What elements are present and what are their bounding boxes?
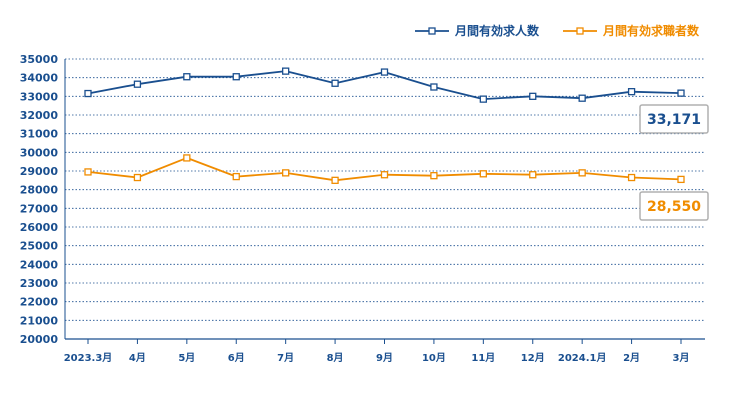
y-tick-label: 32000 — [20, 109, 59, 122]
data-point — [232, 73, 240, 81]
x-tick-label: 8月 — [327, 352, 344, 364]
series-lines — [84, 67, 685, 184]
data-point — [677, 175, 685, 184]
x-tick-label: 2月 — [623, 352, 640, 364]
y-tick-label: 28000 — [20, 184, 59, 197]
y-tick-label: 30000 — [20, 146, 59, 159]
data-point — [529, 92, 537, 100]
x-axis: 2023.3月 4月 5月 6月 7月 8月 9月 10月 11月 12月 2024.1月 2月 3月 — [64, 338, 705, 364]
legend-label: 月間有効求職者数 — [602, 23, 700, 38]
data-point — [232, 172, 240, 181]
data-point — [430, 83, 438, 91]
x-tick-label: 5月 — [178, 352, 195, 364]
y-tick-label: 31000 — [20, 128, 59, 141]
data-point — [627, 173, 636, 182]
data-point — [529, 171, 537, 179]
y-tick-label: 25000 — [20, 240, 59, 253]
data-point — [677, 89, 685, 97]
legend-marker — [428, 27, 436, 35]
x-tick-label: 7月 — [277, 352, 294, 364]
x-tick-label: 2024.1月 — [558, 352, 607, 364]
callout-box — [639, 191, 709, 221]
y-tick-label: 27000 — [20, 202, 59, 215]
data-point — [84, 168, 92, 176]
y-tick-label: 33000 — [20, 90, 59, 103]
x-tick-label: 9月 — [376, 352, 393, 364]
data-point — [183, 73, 191, 81]
data-point — [183, 154, 191, 162]
y-axis: 20000 21000 22000 23000 24000 25000 26000 27000… — [20, 53, 66, 346]
data-point — [380, 171, 389, 179]
data-point — [133, 173, 142, 182]
x-tick-label: 10月 — [422, 352, 446, 364]
x-tick-label: 6月 — [228, 352, 245, 364]
legend-marker — [576, 27, 584, 35]
y-tick-label: 35000 — [20, 53, 59, 66]
y-tick-label: 22000 — [20, 296, 59, 309]
x-tick-label: 4月 — [129, 352, 146, 364]
data-point — [331, 79, 339, 87]
legend: 月間有効求人数 月間有効求職者数 — [415, 23, 700, 38]
x-tick-label: 3月 — [673, 352, 690, 364]
data-point — [282, 169, 290, 177]
y-tick-label: 29000 — [20, 165, 59, 178]
callout-value: 28,550 — [647, 199, 701, 215]
y-tick-label: 20000 — [20, 333, 59, 346]
y-tick-label: 23000 — [20, 277, 59, 290]
data-point — [133, 80, 142, 88]
y-tick-label: 26000 — [20, 221, 59, 234]
x-tick-label: 12月 — [521, 352, 545, 364]
data-point — [331, 176, 339, 184]
value-callouts: 33,171 28,550 — [639, 104, 709, 221]
x-tick-label: 2023.3月 — [64, 352, 113, 364]
y-tick-label: 21000 — [20, 314, 59, 327]
y-tick-label: 24000 — [20, 258, 59, 271]
data-point — [380, 68, 389, 76]
callout-box — [639, 104, 709, 134]
data-point — [84, 89, 92, 98]
callout-value: 33,171 — [647, 112, 701, 128]
data-point — [479, 95, 487, 103]
data-point — [479, 170, 487, 178]
data-point — [282, 67, 290, 75]
x-tick-label: 11月 — [471, 352, 495, 364]
grid-lines — [65, 58, 705, 321]
y-tick-label: 34000 — [20, 72, 59, 85]
data-point — [430, 172, 438, 180]
data-point — [578, 169, 586, 177]
legend-label: 月間有効求人数 — [454, 23, 540, 38]
data-point — [627, 88, 636, 96]
data-point — [578, 94, 586, 102]
